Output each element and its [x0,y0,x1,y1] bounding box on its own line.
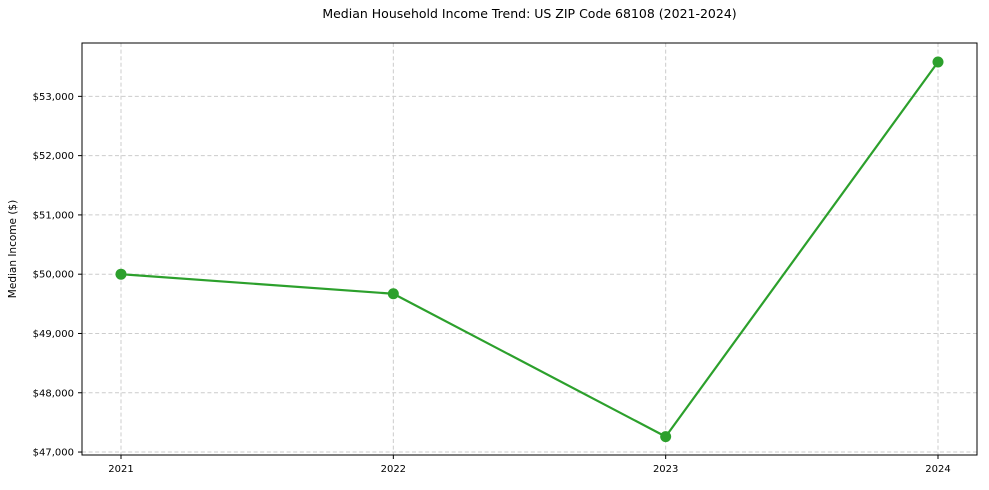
x-tick-label: 2022 [381,464,406,475]
chart-title: Median Household Income Trend: US ZIP Co… [322,6,737,21]
y-tick-label: $47,000 [33,448,74,459]
y-tick-label: $52,000 [33,151,74,162]
data-point-2023 [660,431,672,443]
plot-frame [81,42,978,456]
plot-area: 2021 2022 2023 2024 $47,000 $48,000 $49,000 $50… [33,42,978,475]
y-tick-label: $50,000 [33,270,74,281]
y-axis-label: Median Income ($) [7,200,19,298]
y-tick-label: $48,000 [33,388,74,399]
x-tick-label: 2024 [925,464,950,475]
x-tick-label: 2021 [108,464,133,475]
data-point-2021 [115,268,127,280]
y-tick-label: $51,000 [33,210,74,221]
y-tick-label: $53,000 [33,92,74,103]
trend-line [119,60,940,438]
data-point-2022 [387,288,399,300]
x-tick-label: 2023 [653,464,678,475]
y-tick-label: $49,000 [33,329,74,340]
data-point-2024 [932,56,944,68]
